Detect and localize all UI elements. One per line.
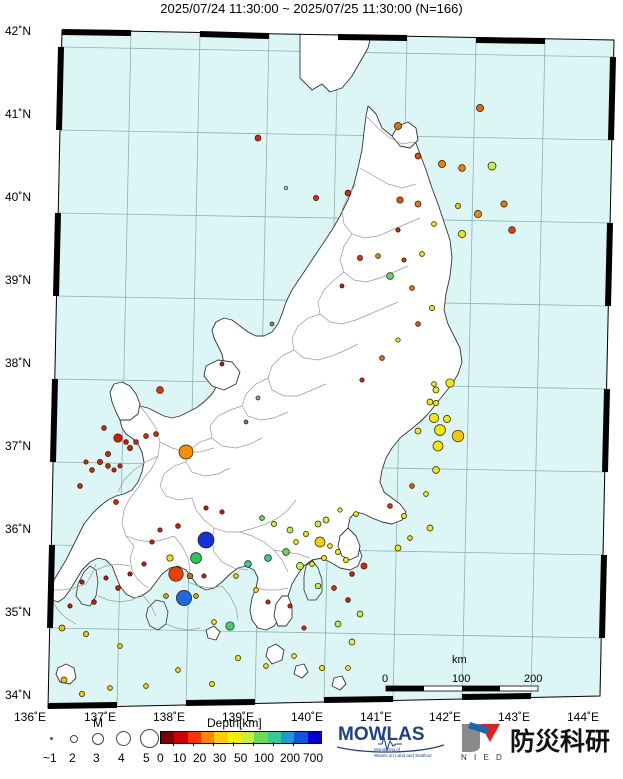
depth-colorbar-segment-1 <box>174 732 188 743</box>
seismicity-map[interactable] <box>0 18 623 718</box>
lat-label-37: 37˚N <box>5 439 32 453</box>
mowlas-tagline-line1: Monitoring of <box>374 747 401 752</box>
depth-tick-30: 30 <box>213 751 227 765</box>
lon-label-140: 140˚E <box>291 710 324 724</box>
lat-label-38: 38˚N <box>5 356 32 370</box>
magnitude-symbol-2 <box>70 735 78 743</box>
depth-tick-20: 20 <box>193 751 207 765</box>
depth-tick-50: 50 <box>234 751 248 765</box>
depth-colorbar-segment-6 <box>240 732 255 743</box>
magnitude-tick-1: ~1 <box>43 751 57 765</box>
earthquake-markers <box>58 104 516 697</box>
depth-legend-title: Depth[km] <box>207 716 262 730</box>
magnitude-legend-title: M <box>93 716 103 730</box>
depth-colorbar-segment-11 <box>307 732 321 743</box>
depth-colorbar-segment-10 <box>294 732 308 743</box>
nied-logo: N I E D 防災科研 <box>460 720 610 762</box>
lat-label-36: 36˚N <box>5 522 32 536</box>
lon-label-138: 138˚E <box>153 710 186 724</box>
magnitude-symbol-4 <box>116 731 131 746</box>
lon-label-137: 137˚E <box>84 710 117 724</box>
magnitude-symbol-row <box>40 729 160 748</box>
map-frame <box>47 29 616 709</box>
depth-colorbar-segment-4 <box>214 732 228 743</box>
depth-tick-0: 0 <box>157 751 164 765</box>
magnitude-tick-3: 3 <box>93 751 100 765</box>
magnitude-symbol-5 <box>140 729 159 748</box>
lon-label-144: 144˚E <box>567 710 600 724</box>
nied-acronym: N I E D <box>461 753 504 762</box>
mowlas-wordmark: MOWLAS <box>338 724 425 745</box>
scalebar-tick-200: 200 <box>524 673 543 685</box>
nied-mark-gray <box>462 724 480 752</box>
magnitude-symbol-3 <box>92 733 104 745</box>
magnitude-tick-5: 5 <box>143 751 150 765</box>
magnitude-tick-2: 2 <box>69 751 76 765</box>
depth-colorbar <box>160 731 322 744</box>
lat-label-39: 39˚N <box>5 273 32 287</box>
page-title: 2025/07/24 11:30:00 ~ 2025/07/25 11:30:0… <box>160 1 463 16</box>
depth-colorbar-segment-2 <box>187 732 201 743</box>
lat-label-40: 40˚N <box>5 190 32 204</box>
depth-colorbar-segment-8 <box>267 732 281 743</box>
magnitude-tick-4: 4 <box>118 751 125 765</box>
nied-mark-blue <box>468 722 490 734</box>
mowlas-tagline-line2: Waves on Land and Seafloor <box>374 753 432 758</box>
depth-colorbar-segment-5 <box>227 732 241 743</box>
scalebar-tick-0: 0 <box>382 673 389 685</box>
depth-colorbar-segment-9 <box>280 732 295 743</box>
mowlas-logo: MOWLAS Monitoring of Waves on Land and S… <box>336 720 446 760</box>
map-panel[interactable]: 42˚N 41˚N 40˚N 39˚N 38˚N 37˚N 36˚N 35˚N … <box>0 18 623 724</box>
lon-label-136: 136˚E <box>14 710 47 724</box>
lon-label-141: 141˚E <box>360 710 393 724</box>
lat-label-34: 34˚N <box>5 688 32 702</box>
scalebar-tick-100: 100 <box>452 673 471 685</box>
lat-label-42: 42˚N <box>5 24 32 38</box>
depth-tick-10: 10 <box>173 751 187 765</box>
lon-label-139: 139˚E <box>222 710 255 724</box>
magnitude-symbol-1 <box>50 737 53 740</box>
legend-panel: M Depth[km] ~1 2 3 4 5 0 10 20 30 50 100… <box>0 716 623 779</box>
depth-tick-700: 700 <box>303 751 324 765</box>
depth-colorbar-segment-3 <box>200 732 215 743</box>
depth-tick-100: 100 <box>254 751 275 765</box>
scale-bar <box>385 685 539 692</box>
lat-label-41: 41˚N <box>5 107 32 121</box>
lat-label-35: 35˚N <box>5 605 32 619</box>
depth-colorbar-segment-0 <box>161 732 175 743</box>
lon-label-143: 143˚E <box>498 710 531 724</box>
depth-tick-200: 200 <box>280 751 301 765</box>
depth-colorbar-segment-7 <box>254 732 268 743</box>
nied-kanji: 防災科研 <box>510 727 610 756</box>
scalebar-unit: km <box>452 654 467 666</box>
lon-label-142: 142˚E <box>429 710 462 724</box>
